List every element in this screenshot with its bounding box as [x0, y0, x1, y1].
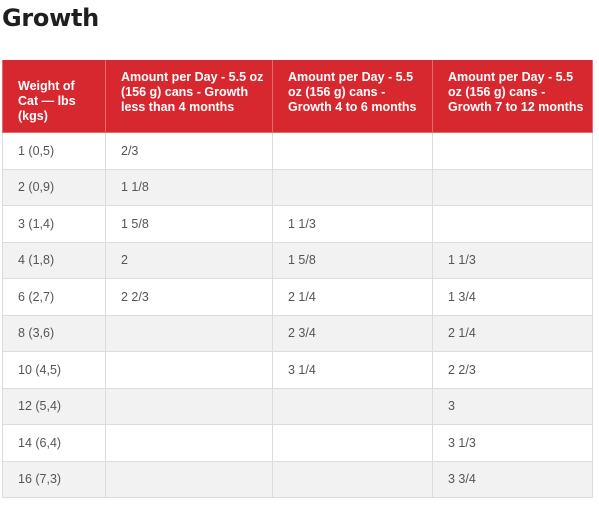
- cell-growth-under-4: [105, 314, 273, 352]
- cell-growth-under-4: 2/3: [105, 132, 273, 170]
- cell-growth-under-4: 2 2/3: [105, 278, 273, 316]
- cell-growth-7-to-12: 1 1/3: [432, 241, 593, 279]
- cell-weight: 16 (7,3): [2, 460, 106, 498]
- feeding-table: Weight of Cat — lbs (kgs) Amount per Day…: [2, 60, 593, 498]
- cell-growth-under-4: [105, 424, 273, 462]
- table-row: 2 (0,9) 1 1/8: [2, 168, 593, 206]
- cell-growth-4-to-6: 2 3/4: [272, 314, 433, 352]
- cell-weight: 6 (2,7): [2, 278, 106, 316]
- cell-weight: 12 (5,4): [2, 387, 106, 425]
- cell-growth-4-to-6: 1 1/3: [272, 205, 433, 243]
- header-weight: Weight of Cat — lbs (kgs): [2, 60, 106, 133]
- cell-weight: 2 (0,9): [2, 168, 106, 206]
- table-row: 8 (3,6) 2 3/4 2 1/4: [2, 314, 593, 352]
- cell-growth-4-to-6: [272, 424, 433, 462]
- page-title: Growth: [2, 4, 99, 32]
- cell-growth-4-to-6: 1 5/8: [272, 241, 433, 279]
- cell-weight: 14 (6,4): [2, 424, 106, 462]
- cell-growth-7-to-12: 1 3/4: [432, 278, 593, 316]
- cell-growth-7-to-12: 3: [432, 387, 593, 425]
- table-row: 6 (2,7) 2 2/3 2 1/4 1 3/4: [2, 278, 593, 316]
- cell-growth-4-to-6: [272, 387, 433, 425]
- cell-growth-7-to-12: [432, 168, 593, 206]
- cell-growth-under-4: [105, 351, 273, 389]
- cell-weight: 3 (1,4): [2, 205, 106, 243]
- cell-growth-4-to-6: [272, 460, 433, 498]
- header-growth-under-4-months: Amount per Day - 5.5 oz (156 g) cans - G…: [105, 60, 273, 133]
- table-row: 14 (6,4) 3 1/3: [2, 424, 593, 462]
- table-header-row: Weight of Cat — lbs (kgs) Amount per Day…: [2, 60, 593, 133]
- header-growth-4-to-6-months: Amount per Day - 5.5 oz (156 g) cans - G…: [272, 60, 433, 133]
- table-row: 16 (7,3) 3 3/4: [2, 460, 593, 498]
- table-row: 1 (0,5) 2/3: [2, 132, 593, 170]
- cell-growth-7-to-12: 2 2/3: [432, 351, 593, 389]
- cell-weight: 4 (1,8): [2, 241, 106, 279]
- cell-weight: 1 (0,5): [2, 132, 106, 170]
- cell-growth-7-to-12: 3 1/3: [432, 424, 593, 462]
- cell-growth-7-to-12: 2 1/4: [432, 314, 593, 352]
- cell-growth-under-4: [105, 387, 273, 425]
- cell-growth-4-to-6: 2 1/4: [272, 278, 433, 316]
- table-row: 10 (4,5) 3 1/4 2 2/3: [2, 351, 593, 389]
- cell-growth-under-4: 2: [105, 241, 273, 279]
- cell-growth-4-to-6: [272, 132, 433, 170]
- table-row: 12 (5,4) 3: [2, 387, 593, 425]
- cell-growth-7-to-12: [432, 132, 593, 170]
- cell-growth-7-to-12: [432, 205, 593, 243]
- cell-growth-under-4: 1 5/8: [105, 205, 273, 243]
- cell-weight: 10 (4,5): [2, 351, 106, 389]
- cell-growth-4-to-6: 3 1/4: [272, 351, 433, 389]
- cell-growth-under-4: 1 1/8: [105, 168, 273, 206]
- table-row: 4 (1,8) 2 1 5/8 1 1/3: [2, 241, 593, 279]
- cell-growth-under-4: [105, 460, 273, 498]
- table-row: 3 (1,4) 1 5/8 1 1/3: [2, 205, 593, 243]
- cell-growth-4-to-6: [272, 168, 433, 206]
- cell-growth-7-to-12: 3 3/4: [432, 460, 593, 498]
- cell-weight: 8 (3,6): [2, 314, 106, 352]
- header-growth-7-to-12-months: Amount per Day - 5.5 oz (156 g) cans - G…: [432, 60, 593, 133]
